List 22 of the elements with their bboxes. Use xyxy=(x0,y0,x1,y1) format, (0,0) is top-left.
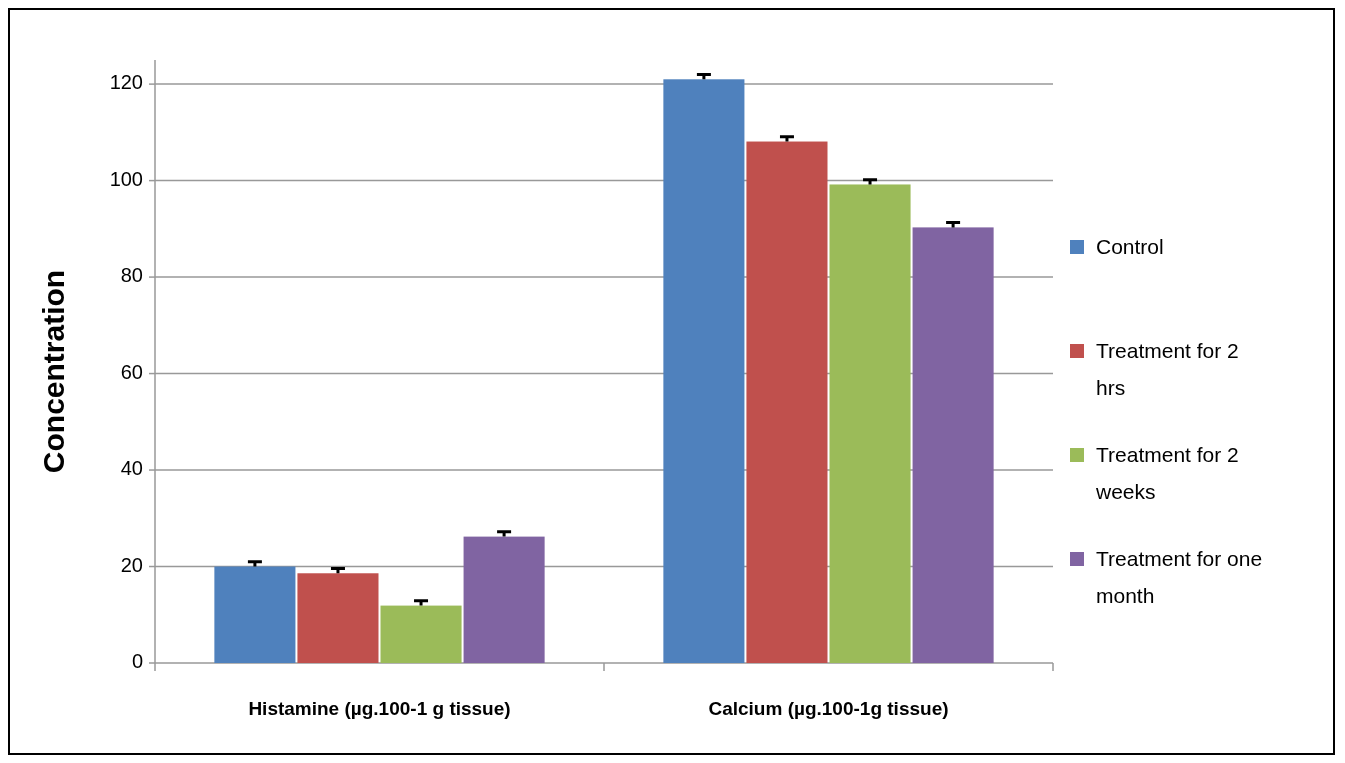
x-tick-label: Histamine (µg.100-1 g tissue) xyxy=(248,698,511,719)
bar xyxy=(912,227,994,663)
legend-label: Control xyxy=(1096,234,1164,258)
y-tick-label: 100 xyxy=(109,167,143,190)
bar xyxy=(746,141,828,663)
legend-label: Treatment for one month xyxy=(1096,546,1263,607)
y-tick-label: 80 xyxy=(120,264,143,287)
legend-label: Treatment for 2 weeks xyxy=(1095,442,1239,503)
bar xyxy=(297,573,379,663)
x-tick-label: Calcium (µg.100-1g tissue) xyxy=(708,698,949,719)
bar xyxy=(380,605,462,663)
bar xyxy=(463,536,545,663)
y-tick-label: 40 xyxy=(120,457,143,480)
y-tick-label: 60 xyxy=(120,360,143,383)
y-tick-label: 20 xyxy=(120,553,143,576)
y-tick-label: 120 xyxy=(109,71,143,94)
bar xyxy=(829,184,911,663)
legend-label: Treatment for 2 hrs xyxy=(1096,338,1239,399)
y-axis-title: Concentration xyxy=(37,269,70,474)
bar xyxy=(214,566,296,663)
bar xyxy=(663,79,745,663)
y-tick-label: 0 xyxy=(131,650,143,673)
